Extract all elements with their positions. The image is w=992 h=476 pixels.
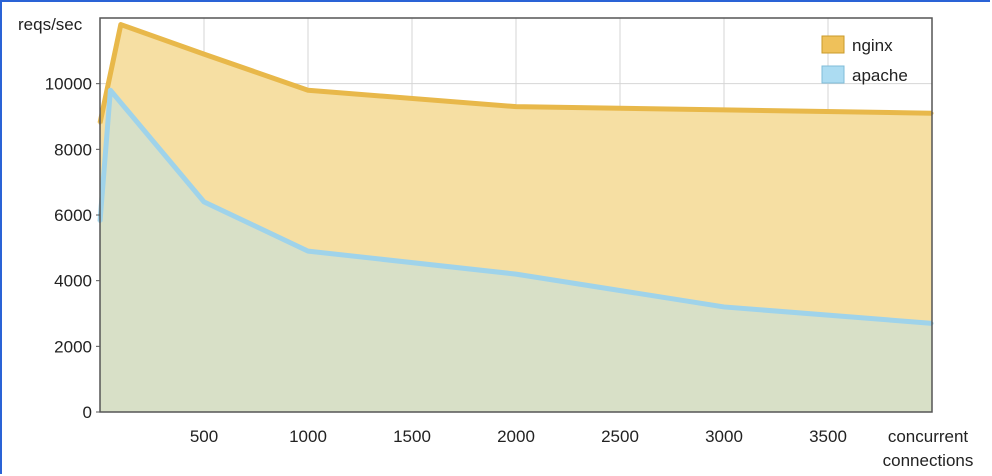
legend-label-apache: apache: [852, 66, 908, 85]
x-tick-label: 1000: [289, 427, 327, 446]
point-nginx: [119, 23, 123, 27]
point-apache: [306, 249, 310, 253]
y-axis-label: reqs/sec: [18, 15, 83, 34]
legend: nginx apache: [821, 35, 908, 85]
x-tick-label: 3000: [705, 427, 743, 446]
y-tick-label: 0: [83, 403, 92, 422]
point-apache: [202, 200, 206, 204]
y-tick-label: 2000: [54, 337, 92, 356]
x-tick-label: 500: [190, 427, 218, 446]
x-tick-label: 3500: [809, 427, 847, 446]
area-apache: [100, 90, 932, 412]
legend-swatch-nginx: [821, 35, 845, 54]
y-tick-label: 10000: [45, 75, 92, 94]
legend-label-nginx: nginx: [852, 36, 893, 55]
x-tick-label: 2000: [497, 427, 535, 446]
point-nginx: [722, 108, 726, 112]
point-apache: [722, 305, 726, 309]
y-tick-label: 4000: [54, 272, 92, 291]
x-tick-label: 1500: [393, 427, 431, 446]
point-nginx: [202, 52, 206, 56]
x-axis-label-line2: connections: [883, 451, 974, 470]
point-nginx: [306, 88, 310, 92]
x-axis-label-line1: concurrent: [888, 427, 969, 446]
point-nginx: [514, 105, 518, 109]
legend-swatch-apache: [821, 65, 845, 84]
y-tick-label: 6000: [54, 206, 92, 225]
y-tick-labels: 0 2000 4000 6000 8000 10000: [45, 75, 100, 422]
x-tick-labels: 500 1000 1500 2000 2500 3000 3500: [190, 427, 847, 446]
x-tick-label: 2500: [601, 427, 639, 446]
y-tick-label: 8000: [54, 140, 92, 159]
point-apache: [514, 272, 518, 276]
point-apache: [108, 88, 112, 92]
series-areas: [100, 24, 932, 412]
